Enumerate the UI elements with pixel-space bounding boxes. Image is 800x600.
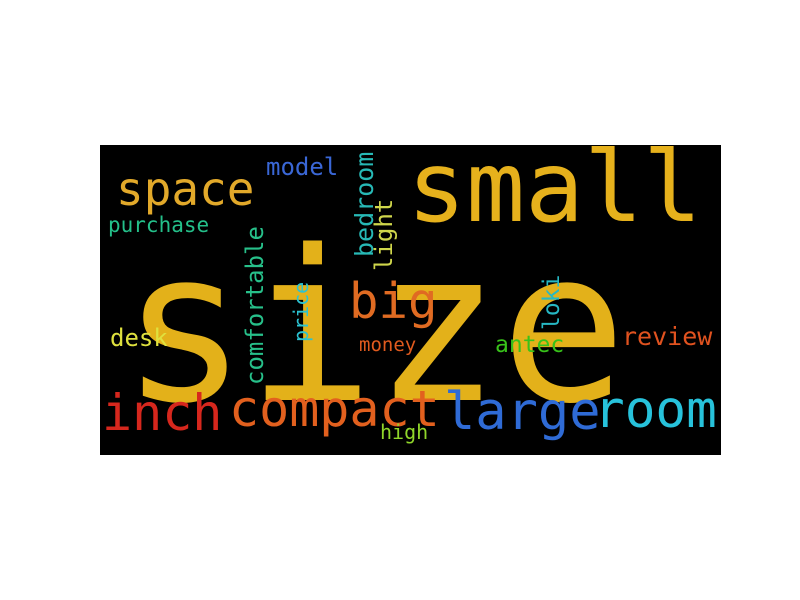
word-purchase: purchase	[108, 213, 210, 237]
word-inch: inch	[102, 384, 223, 442]
word-cloud: size small space model bedroom light com…	[100, 145, 721, 455]
word-comfortable: comfortable	[241, 226, 269, 385]
word-space: space	[116, 162, 255, 216]
word-high: high	[380, 420, 429, 444]
word-compact: compact	[229, 380, 440, 438]
word-size: size	[121, 205, 627, 450]
word-loki: loki	[539, 274, 565, 330]
word-model: model	[266, 153, 339, 181]
word-room: room	[594, 381, 717, 440]
word-money: money	[359, 334, 417, 356]
word-review: review	[622, 322, 713, 351]
word-antec: antec	[495, 332, 565, 358]
word-light: light	[370, 198, 398, 271]
word-desk: desk	[110, 324, 168, 352]
word-small: small	[407, 145, 703, 245]
word-price: price	[289, 281, 313, 342]
word-big: big	[349, 273, 438, 330]
word-large: large	[444, 382, 601, 442]
